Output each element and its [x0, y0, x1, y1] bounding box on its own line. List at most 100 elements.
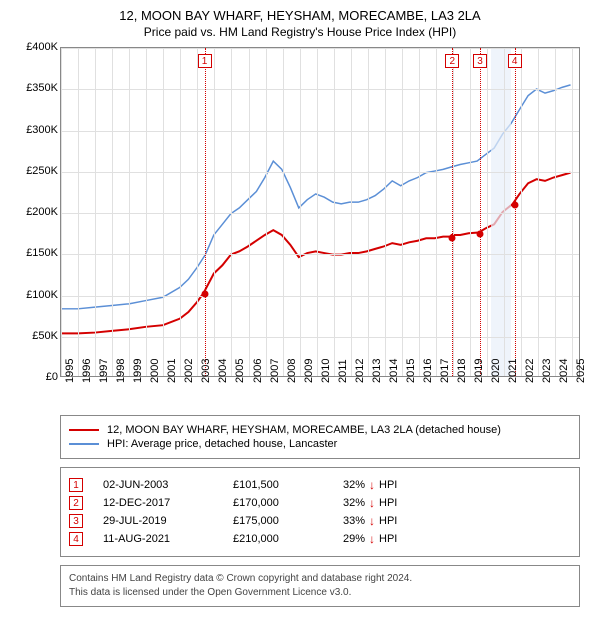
chart-area: 1234 £0£50K£100K£150K£200K£250K£300K£350… [12, 47, 588, 407]
x-axis-label: 2018 [456, 359, 468, 383]
tx-price: £101,500 [233, 479, 343, 491]
transactions-table: 102-JUN-2003£101,50032%↓HPI 2 12-DEC-2017£… [60, 467, 580, 557]
tx-date: 11-AUG-2021 [103, 533, 233, 545]
gridline-v [453, 48, 454, 376]
footer-line-2: This data is licensed under the Open Gov… [69, 586, 571, 600]
tx-delta-pct: 32% [343, 497, 365, 509]
gridline-v [146, 48, 147, 376]
marker-line [480, 48, 481, 376]
gridline-v [163, 48, 164, 376]
footer-line-1: Contains HM Land Registry data © Crown c… [69, 572, 571, 586]
gridline-h [61, 296, 579, 297]
x-axis-label: 2005 [234, 359, 246, 383]
tx-marker-box: 1 [69, 478, 83, 492]
legend: 12, MOON BAY WHARF, HEYSHAM, MORECAMBE, … [60, 415, 580, 459]
x-axis-label: 2012 [354, 359, 366, 383]
tx-delta-suffix: HPI [379, 533, 397, 545]
marker-line [452, 48, 453, 376]
gridline-v [504, 48, 505, 376]
x-axis-label: 2015 [405, 359, 417, 383]
gridline-v [266, 48, 267, 376]
y-axis-label: £50K [14, 330, 58, 342]
marker-dot [201, 291, 208, 298]
x-axis-label: 2001 [166, 359, 178, 383]
marker-line [205, 48, 206, 376]
table-row: 2 12-DEC-2017£170,00032%↓HPI [69, 496, 571, 510]
chart-subtitle: Price paid vs. HM Land Registry's House … [12, 25, 588, 39]
gridline-v [487, 48, 488, 376]
gridline-v [555, 48, 556, 376]
x-axis-label: 1997 [98, 359, 110, 383]
gridline-h [61, 337, 579, 338]
x-axis-label: 2004 [217, 359, 229, 383]
marker-dot [449, 234, 456, 241]
x-axis-label: 1996 [81, 359, 93, 383]
gridline-v [300, 48, 301, 376]
marker-line [515, 48, 516, 376]
tx-delta-suffix: HPI [379, 515, 397, 527]
table-row: 3 29-JUL-2019£175,00033%↓HPI [69, 514, 571, 528]
x-axis-label: 2010 [320, 359, 332, 383]
gridline-v [214, 48, 215, 376]
y-axis-label: £350K [14, 82, 58, 94]
tx-delta: 29% ↓ HPI [343, 532, 397, 546]
x-axis-label: 2021 [507, 359, 519, 383]
tx-marker-box: 3 [69, 514, 83, 528]
gridline-v [112, 48, 113, 376]
tx-delta: 33%↓HPI [343, 514, 397, 528]
gridline-v [283, 48, 284, 376]
gridline-h [61, 131, 579, 132]
gridline-v [368, 48, 369, 376]
marker-dot [511, 201, 518, 208]
legend-label: HPI: Average price, detached house, Lanc… [107, 438, 337, 450]
shade-band [491, 48, 511, 376]
marker-dot [477, 230, 484, 237]
x-axis-label: 2002 [183, 359, 195, 383]
y-axis-label: £250K [14, 165, 58, 177]
y-axis-label: £100K [14, 289, 58, 301]
tx-date: 29-JUL-2019 [103, 515, 233, 527]
tx-delta-pct: 29% [343, 533, 365, 545]
footer-attribution: Contains HM Land Registry data © Crown c… [60, 565, 580, 607]
x-axis-label: 2000 [149, 359, 161, 383]
x-axis-label: 1998 [115, 359, 127, 383]
tx-delta-pct: 33% [343, 515, 365, 527]
gridline-v [521, 48, 522, 376]
gridline-v [470, 48, 471, 376]
gridline-v [572, 48, 573, 376]
tx-price: £175,000 [233, 515, 343, 527]
tx-delta-pct: 32% [343, 479, 365, 491]
x-axis-label: 2006 [252, 359, 264, 383]
y-axis-label: £200K [14, 206, 58, 218]
x-axis-label: 2011 [337, 359, 349, 383]
chart-title: 12, MOON BAY WHARF, HEYSHAM, MORECAMBE, … [12, 8, 588, 23]
y-axis-label: £150K [14, 247, 58, 259]
tx-date: 12-DEC-2017 [103, 497, 233, 509]
legend-row: HPI: Average price, detached house, Lanc… [69, 438, 571, 450]
gridline-h [61, 254, 579, 255]
x-axis-label: 2009 [303, 359, 315, 383]
gridline-h [61, 213, 579, 214]
tx-delta: 32%↓HPI [343, 496, 397, 510]
x-axis-label: 2024 [558, 359, 570, 383]
x-axis-label: 2020 [490, 359, 502, 383]
x-axis-label: 2019 [473, 359, 485, 383]
gridline-h [61, 172, 579, 173]
x-axis-label: 2023 [541, 359, 553, 383]
arrow-down-icon: ↓ [369, 532, 375, 546]
gridline-v [231, 48, 232, 376]
marker-box: 3 [473, 54, 487, 68]
legend-row: 12, MOON BAY WHARF, HEYSHAM, MORECAMBE, … [69, 424, 571, 436]
table-row: 102-JUN-2003£101,50032%↓HPI [69, 478, 571, 492]
x-axis-label: 2008 [286, 359, 298, 383]
gridline-v [334, 48, 335, 376]
x-axis-label: 2016 [422, 359, 434, 383]
x-axis-label: 2013 [371, 359, 383, 383]
tx-marker-box: 2 [69, 496, 83, 510]
marker-box: 4 [508, 54, 522, 68]
gridline-v [249, 48, 250, 376]
tx-price: £170,000 [233, 497, 343, 509]
chart-container: 12, MOON BAY WHARF, HEYSHAM, MORECAMBE, … [0, 0, 600, 615]
legend-swatch [69, 429, 99, 431]
tx-delta-suffix: HPI [379, 479, 397, 491]
